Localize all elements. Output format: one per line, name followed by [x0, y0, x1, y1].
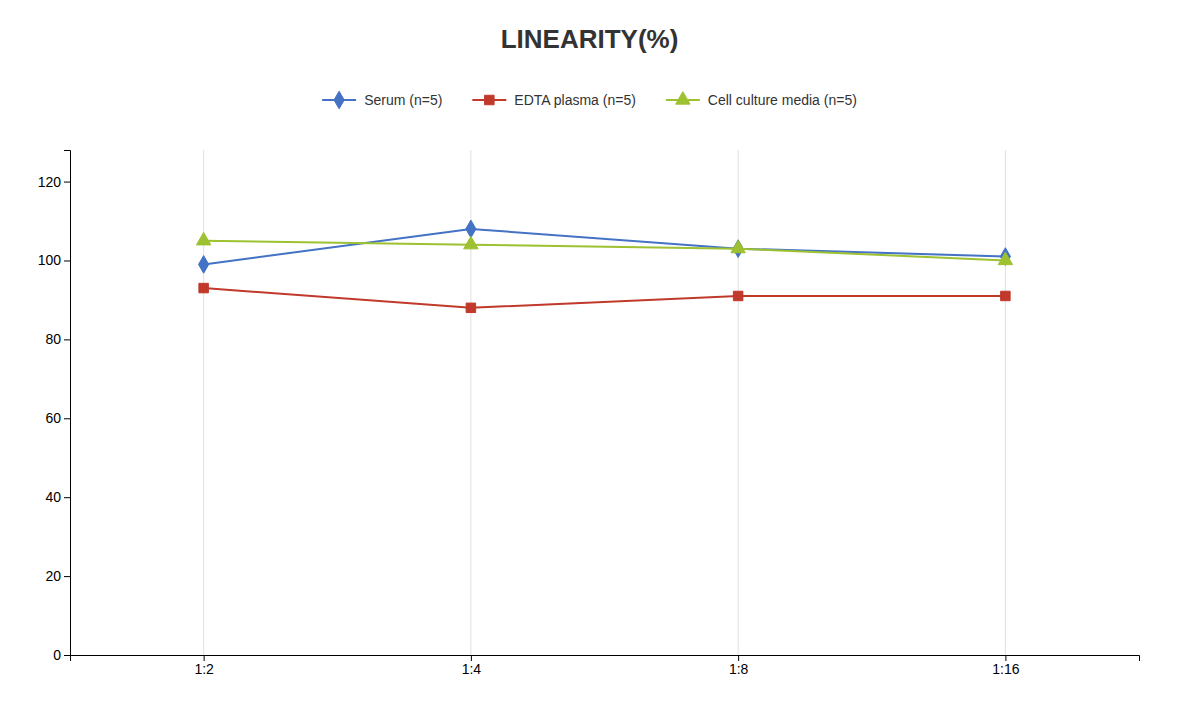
legend-label: EDTA plasma (n=5)	[514, 92, 636, 108]
legend-label: Serum (n=5)	[364, 92, 442, 108]
x-tick: 1:8	[729, 655, 749, 677]
grid-line	[738, 150, 739, 655]
legend-symbol	[485, 95, 494, 104]
axis-line	[71, 656, 1140, 662]
series-line	[204, 288, 1006, 308]
y-axis: 0 20 40 60 80 100 120	[38, 151, 71, 663]
data-point	[464, 236, 478, 248]
tick-mark	[64, 418, 70, 419]
legend-item: Cell culture media (n=5)	[666, 92, 857, 108]
y-tick: 20	[45, 568, 70, 584]
legend-symbol	[676, 92, 690, 104]
y-tick: 120	[38, 174, 70, 190]
tick-mark	[64, 497, 70, 498]
series-line	[204, 229, 1006, 265]
title: LINEARITY(%)	[501, 24, 679, 54]
legend-item: Serum (n=5)	[322, 91, 442, 109]
data-point	[1001, 291, 1010, 300]
legend-label: Cell culture media (n=5)	[708, 92, 857, 108]
series-group	[196, 220, 1012, 312]
axis-line	[64, 151, 71, 656]
tick-label: 0	[53, 647, 61, 663]
data-point	[998, 252, 1012, 264]
tick-mark	[64, 576, 70, 577]
grid-line	[1005, 150, 1006, 655]
tick-label: 1:2	[194, 661, 214, 677]
data-point	[731, 240, 745, 252]
y-tick: 80	[45, 331, 70, 347]
grid	[204, 150, 1006, 655]
chart-svg: LINEARITY(%) 1:2 1:4 1:8 1:16 0 20 40 60 80 100 120…	[0, 0, 1179, 705]
tick-label: 80	[45, 331, 61, 347]
tick-label: 60	[45, 410, 61, 426]
y-tick: 0	[53, 647, 70, 663]
legend-symbol	[334, 91, 344, 109]
tick-label: 1:16	[992, 661, 1019, 677]
legend: Serum (n=5) EDTA plasma (n=5) Cell culture…	[322, 91, 857, 109]
x-tick: 1:2	[194, 655, 214, 677]
x-tick: 1:4	[462, 655, 482, 677]
y-tick: 60	[45, 410, 70, 426]
tick-mark	[64, 655, 70, 656]
data-point	[199, 283, 208, 292]
x-axis: 1:2 1:4 1:8 1:16	[71, 655, 1140, 677]
tick-label: 1:8	[729, 661, 749, 677]
y-tick: 40	[45, 489, 70, 505]
chart-container: LINEARITY(%) 1:2 1:4 1:8 1:16 0 20 40 60 80 100 120…	[0, 0, 1179, 705]
tick-label: 40	[45, 489, 61, 505]
data-point	[466, 220, 476, 238]
data-point	[196, 232, 210, 244]
y-tick: 100	[38, 252, 70, 268]
data-point	[466, 303, 475, 312]
series-line	[204, 241, 1006, 261]
tick-label: 20	[45, 568, 61, 584]
tick-mark	[64, 339, 70, 340]
tick-label: 100	[38, 252, 62, 268]
tick-mark	[64, 260, 70, 261]
data-point	[733, 291, 742, 300]
tick-label: 120	[38, 174, 62, 190]
plot-area: 1:2 1:4 1:8 1:16 0 20 40 60 80 100 120	[38, 150, 1140, 677]
data-point	[199, 256, 209, 274]
tick-label: 1:4	[462, 661, 482, 677]
x-tick: 1:16	[992, 655, 1019, 677]
tick-mark	[64, 182, 70, 183]
grid-line	[203, 150, 204, 655]
legend-item: EDTA plasma (n=5)	[472, 92, 636, 108]
